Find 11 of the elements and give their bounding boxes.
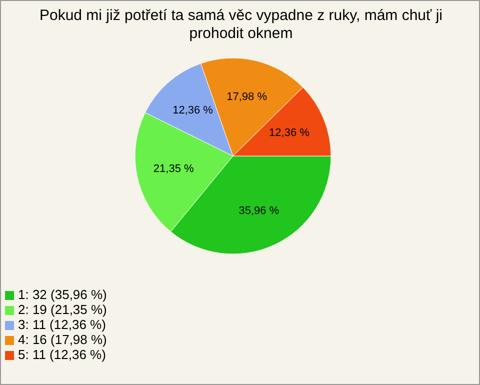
legend-label: 1: 32 (35,96 %) — [18, 287, 107, 302]
data-label: 35,96 % — [238, 204, 280, 217]
data-label: 17,98 % — [226, 90, 268, 103]
legend-label: 3: 11 (12,36 %) — [18, 317, 106, 332]
data-label: 12,36 % — [172, 104, 214, 116]
legend-label: 2: 19 (21,35 %) — [18, 302, 107, 317]
chart-title: Pokud mi již potřetí ta samá věc vypadne z ruky, mám chuť ji prohodit oknem — [38, 7, 444, 43]
legend-label: 4: 16 (17,98 %) — [18, 332, 107, 347]
data-label: 12,36 % — [269, 126, 310, 139]
data-label: 21,35 % — [153, 162, 194, 175]
legend-label: 5: 11 (12,36 %) — [18, 347, 106, 362]
